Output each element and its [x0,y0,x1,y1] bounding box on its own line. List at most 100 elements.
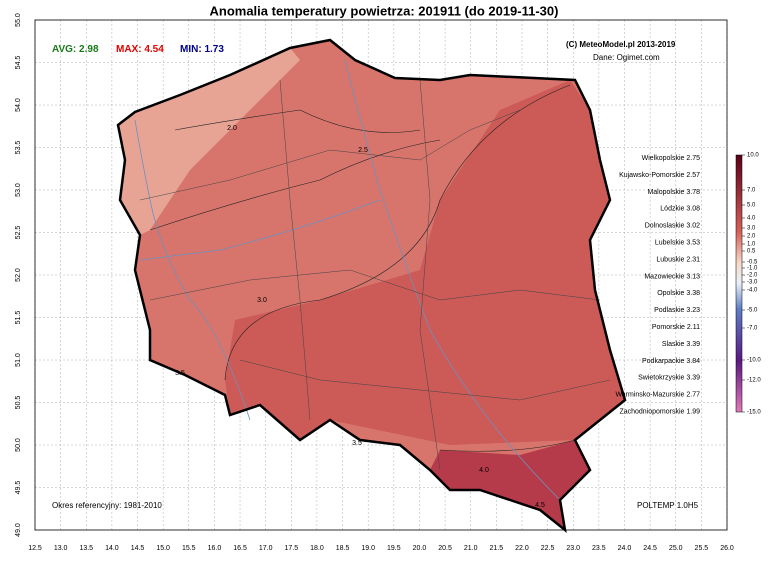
border [149,269,601,301]
x-tick-label: 16.5 [233,545,247,552]
region-value: 2.75 [686,155,700,162]
x-tick-label: 19.0 [361,545,375,552]
border [239,359,611,401]
region-label: Podlaskie 3.23 [654,307,700,314]
stat-label: MIN: [180,44,202,55]
region-label: Malopolskie 3.78 [647,189,700,196]
colorbar-label: -2.0 [747,273,758,279]
colorbar-label: 1.0 [747,242,756,248]
contour-label: 4.5 [535,502,545,509]
colorbar-label: 0.5 [747,249,756,255]
hot-zone [430,440,590,530]
y-tick-label: 50.0 [15,438,22,452]
y-tick-label: 52.5 [15,226,22,240]
region-value: 3.08 [686,206,700,213]
colorbar [735,154,743,413]
region-name: Lubuskie [656,256,684,263]
colorbar-label: 10.0 [747,153,759,159]
y-tick-label: 54.5 [15,56,22,70]
colorbar-label: 3.0 [747,226,756,232]
labels: 12.5 13.0 13.5 14.0 14.5 15.0 15.5 16.0 16.5 17.0… [15,13,761,552]
region-label: Zachodniopomorskie 1.99 [619,408,700,415]
x-tick-label: 12.5 [28,545,42,552]
region-name: Warminsko-Mazurskie [615,391,684,398]
title: Anomalia temperatury powietrza: 201911 (… [210,3,559,18]
stat-label: AVG: [52,44,76,55]
y-tick-label: 53.5 [15,141,22,155]
region-value: 3.39 [686,375,700,382]
region-label: Opolskie 3.38 [657,290,700,297]
x-tick-label: 17.0 [259,545,273,552]
region-label: Mazowieckie 3.13 [644,273,700,280]
x-tick-label: 17.5 [284,545,298,552]
region-name: Podkarpackie [642,358,685,365]
colorbar-label: -3.0 [747,280,758,286]
region-label: Warminsko-Mazurskie 2.77 [615,391,700,398]
frame [34,19,728,531]
stat-value: 1.73 [204,44,224,55]
region-name: Podlaskie [654,307,684,314]
border [419,79,441,471]
model: POLTEMP 1.0H5 [637,501,699,510]
river [344,59,561,501]
cold-zone [118,48,300,235]
y-tick-label: 54.0 [15,98,22,112]
region-name: Zachodniopomorskie [619,408,684,415]
x-tick-label: 22.5 [541,545,555,552]
region-label: Pomorskie 2.11 [652,324,700,331]
region-value: 3.13 [686,273,700,280]
region-value: 2.11 [687,324,700,331]
x-tick-label: 25.0 [669,545,683,552]
colorbar-label: 2.0 [747,234,756,240]
stat: MIN: 1.73 [180,44,224,55]
border [279,79,311,421]
y-tick-label: 49.0 [15,523,22,537]
region-name: Swietokrzyskie [638,375,684,382]
region-label: Podkarpackie 3.84 [642,358,700,365]
stat-value: 4.54 [144,44,164,55]
contour-label: 2.5 [358,147,368,154]
x-tick-label: 25.5 [695,545,709,552]
region-label: Swietokrzyskie 3.39 [638,375,700,382]
stat: AVG: 2.98 [52,44,99,55]
colorbar-label: -10.0 [747,358,761,364]
region-label: Dolnoslaskie 3.02 [645,222,700,229]
contour-label: 3.5 [175,370,185,377]
contour-label: 3.5 [352,440,362,447]
x-tick-label: 24.5 [643,545,657,552]
colorbar-label: -1.0 [747,266,758,272]
colorbar-label: -0.5 [747,260,758,266]
colorbar-label: -5.0 [747,308,758,314]
x-tick-label: 20.5 [438,545,452,552]
region-name: Opolskie [657,290,684,297]
colorbar-label: -15.0 [747,410,761,416]
x-tick-label: 23.0 [566,545,580,552]
x-tick-label: 26.0 [720,545,734,552]
region-name: Wielkopolskie [642,155,685,162]
region-label: Lódzkie 3.08 [660,206,700,213]
region-value: 1.99 [686,408,700,415]
region-name: Mazowieckie [644,273,684,280]
y-tick-label: 49.5 [15,481,22,495]
y-tick-label: 53.0 [15,183,22,197]
y-tick-label: 50.5 [15,396,22,410]
x-tick-label: 21.0 [464,545,478,552]
y-tick-label: 55.0 [15,13,22,27]
reference: Okres referencyjny: 1981-2010 [52,501,162,510]
region-name: Dolnoslaskie [645,222,685,229]
contour-label: 4.0 [479,467,489,474]
region-value: 3.78 [686,189,700,196]
borders [139,79,611,471]
x-tick-label: 18.0 [310,545,324,552]
region-value: 2.31 [686,256,700,263]
region-name: Slaskie [662,341,685,348]
region-name: Malopolskie [647,189,684,196]
contour-line [224,84,571,381]
region-label: Kujawsko-Pomorskie 2.57 [619,172,700,179]
credit: Dane: Ogimet.com [593,53,660,62]
border [139,109,521,201]
region-value: 2.57 [686,172,700,179]
river [139,199,381,261]
x-tick-label: 14.0 [105,545,119,552]
